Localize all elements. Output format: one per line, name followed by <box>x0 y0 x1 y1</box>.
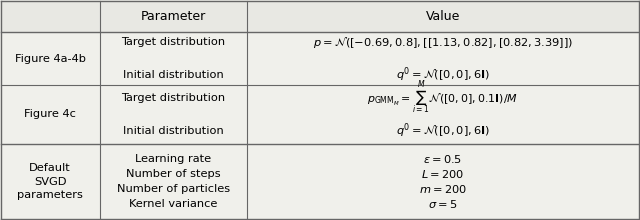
Bar <box>1 1 639 32</box>
Text: Value: Value <box>426 10 460 23</box>
Text: Number of steps: Number of steps <box>126 169 220 179</box>
Text: Figure 4c: Figure 4c <box>24 109 76 119</box>
Text: Number of particles: Number of particles <box>116 184 230 194</box>
Text: Parameter: Parameter <box>141 10 205 23</box>
Text: Initial distribution: Initial distribution <box>123 70 223 80</box>
Text: $p=\mathcal{N}([-0.69, 0.8], [[1.13, 0.82], [0.82, 3.39]])$: $p=\mathcal{N}([-0.69, 0.8], [[1.13, 0.8… <box>313 35 573 50</box>
Text: Initial distribution: Initial distribution <box>123 126 223 136</box>
Text: Target distribution: Target distribution <box>121 37 225 47</box>
Text: $\sigma = 5$: $\sigma = 5$ <box>428 198 458 210</box>
Text: $p_{\mathrm{GMM}_M}=\sum_{i=1}^{M}\mathcal{N}([0,0], 0.1\mathbf{I})/M$: $p_{\mathrm{GMM}_M}=\sum_{i=1}^{M}\mathc… <box>367 79 518 117</box>
Text: $m = 200$: $m = 200$ <box>419 183 467 195</box>
Text: Target distribution: Target distribution <box>121 93 225 103</box>
Text: Default
SVGD
parameters: Default SVGD parameters <box>17 163 83 200</box>
Text: Learning rate: Learning rate <box>135 154 211 164</box>
Text: Figure 4a-4b: Figure 4a-4b <box>15 54 86 64</box>
Text: $L = 200$: $L = 200$ <box>421 168 465 180</box>
Text: Kernel variance: Kernel variance <box>129 199 218 209</box>
Text: $q^0 = \mathcal{N}([0, 0], 6\mathbf{I})$: $q^0 = \mathcal{N}([0, 0], 6\mathbf{I})$ <box>396 66 490 84</box>
Text: $\epsilon = 0.5$: $\epsilon = 0.5$ <box>423 153 463 165</box>
Text: $q^0 = \mathcal{N}([0, 0], 6\mathbf{I})$: $q^0 = \mathcal{N}([0, 0], 6\mathbf{I})$ <box>396 121 490 140</box>
